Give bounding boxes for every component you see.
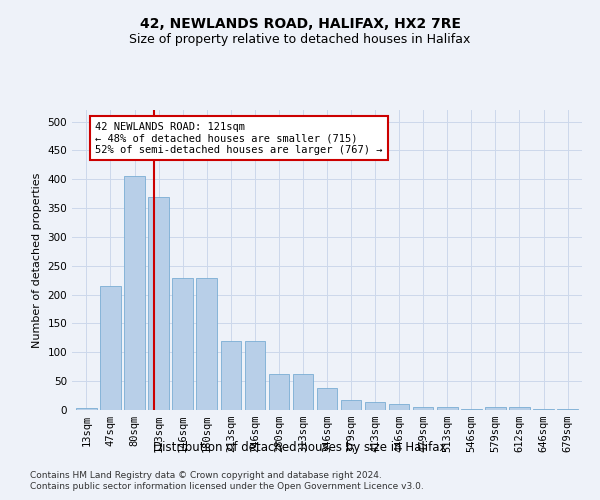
Bar	[557, 409, 578, 410]
Bar	[221, 342, 241, 410]
Y-axis label: Number of detached properties: Number of detached properties	[32, 172, 42, 348]
Bar	[341, 400, 361, 410]
Text: Contains public sector information licensed under the Open Government Licence v3: Contains public sector information licen…	[30, 482, 424, 491]
Text: 42 NEWLANDS ROAD: 121sqm
← 48% of detached houses are smaller (715)
52% of semi-: 42 NEWLANDS ROAD: 121sqm ← 48% of detach…	[95, 122, 382, 154]
Bar	[76, 408, 97, 410]
Bar	[196, 278, 217, 410]
Text: Contains HM Land Registry data © Crown copyright and database right 2024.: Contains HM Land Registry data © Crown c…	[30, 471, 382, 480]
Bar	[461, 409, 482, 410]
Text: Distribution of detached houses by size in Halifax: Distribution of detached houses by size …	[153, 441, 447, 454]
Bar	[100, 286, 121, 410]
Bar	[269, 374, 289, 410]
Bar	[413, 407, 433, 410]
Text: Size of property relative to detached houses in Halifax: Size of property relative to detached ho…	[130, 32, 470, 46]
Bar	[317, 388, 337, 410]
Bar	[365, 402, 385, 410]
Bar	[509, 406, 530, 410]
Bar	[148, 196, 169, 410]
Bar	[437, 407, 458, 410]
Bar	[124, 176, 145, 410]
Bar	[245, 342, 265, 410]
Bar	[485, 407, 506, 410]
Bar	[172, 278, 193, 410]
Bar	[293, 374, 313, 410]
Text: 42, NEWLANDS ROAD, HALIFAX, HX2 7RE: 42, NEWLANDS ROAD, HALIFAX, HX2 7RE	[139, 18, 461, 32]
Bar	[389, 404, 409, 410]
